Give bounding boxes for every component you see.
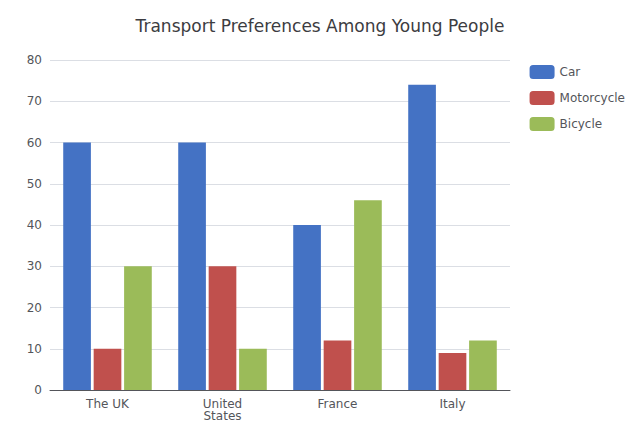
svg-text:Car: Car (560, 65, 581, 79)
svg-text:States: States (203, 409, 241, 423)
svg-text:80: 80 (27, 53, 42, 67)
svg-text:40: 40 (27, 218, 42, 232)
svg-text:0: 0 (34, 383, 42, 397)
svg-text:50: 50 (27, 177, 42, 191)
svg-text:10: 10 (27, 342, 42, 356)
svg-text:30: 30 (27, 259, 42, 273)
svg-text:60: 60 (27, 136, 42, 150)
svg-text:United: United (202, 397, 243, 411)
svg-text:20: 20 (27, 301, 42, 315)
svg-text:France: France (318, 397, 358, 411)
svg-text:Motorcycle: Motorcycle (560, 91, 625, 105)
svg-text:Transport Preferences Among Yo: Transport Preferences Among Young People (135, 16, 505, 36)
svg-text:Italy: Italy (439, 397, 465, 411)
svg-text:70: 70 (27, 94, 42, 108)
svg-text:Bicycle: Bicycle (560, 117, 603, 131)
svg-text:The UK: The UK (85, 397, 130, 411)
